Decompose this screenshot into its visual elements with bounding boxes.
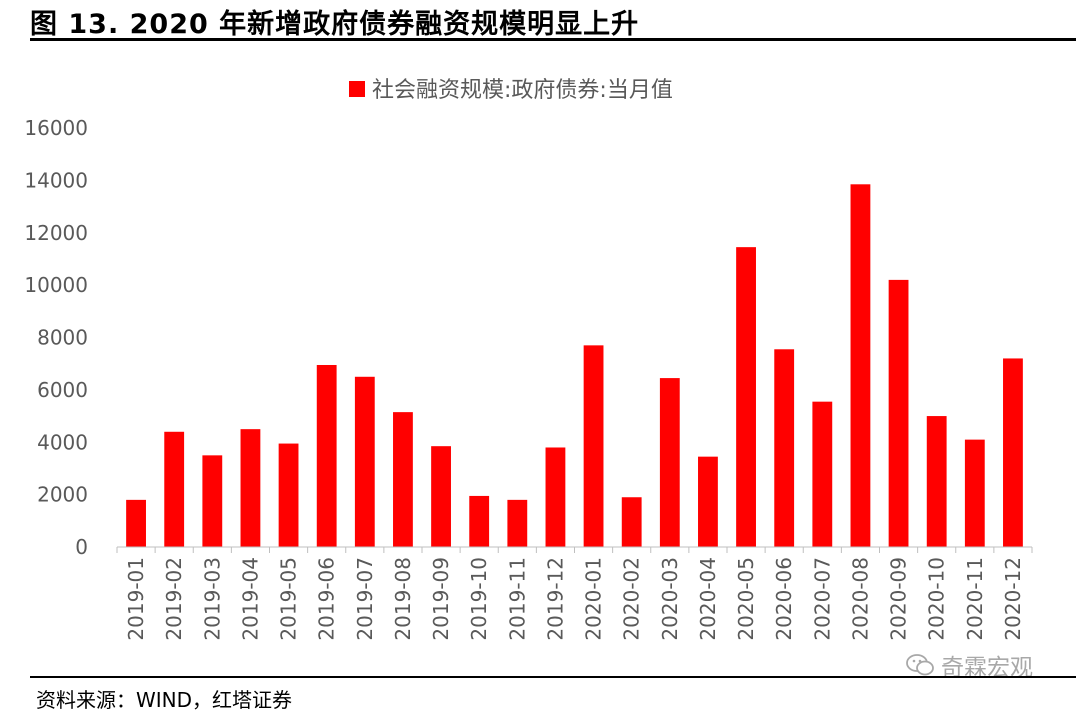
bar-2019-03 — [202, 455, 223, 547]
x-tick-label: 2020-02 — [620, 557, 644, 641]
source-note: 资料来源：WIND，红塔证券 — [36, 688, 293, 712]
bar-2020-04 — [698, 456, 718, 547]
y-tick-label: 12000 — [24, 221, 88, 245]
x-tick-label: 2019-05 — [277, 557, 301, 641]
bar-2019-12 — [545, 447, 566, 547]
bar-2019-02 — [164, 431, 185, 547]
title-rule — [30, 38, 1076, 41]
x-tick-label: 2019-11 — [505, 557, 529, 641]
bar-chart: 社会融资规模:政府债券:当月值 0 2000 4000 6000 8000 10000 12… — [24, 78, 1033, 641]
y-tick-label: 0 — [75, 535, 88, 559]
bar-2020-12 — [1003, 358, 1023, 547]
x-tick-label: 2019-02 — [162, 557, 186, 641]
legend-swatch — [349, 81, 365, 97]
x-tick-label: 2020-03 — [658, 557, 682, 641]
x-tick-label: 2020-09 — [887, 557, 911, 641]
bar-2019-01 — [126, 499, 146, 547]
bar-2019-10 — [469, 495, 490, 547]
x-tick-label: 2019-10 — [467, 557, 491, 641]
x-tick-label: 2019-06 — [315, 557, 339, 641]
bar-2019-07 — [354, 376, 375, 547]
bar-2020-10 — [926, 416, 947, 547]
bars — [126, 184, 1023, 547]
legend: 社会融资规模:政府债券:当月值 — [349, 78, 673, 103]
x-tick-label: 2020-04 — [696, 557, 720, 641]
x-axis: 2019-01 2019-02 2019-03 2019-04 2019-05 2019-… — [116, 546, 1033, 641]
x-tick-label: 2019-03 — [200, 557, 224, 641]
y-tick-label: 16000 — [24, 116, 88, 140]
y-axis: 0 2000 4000 6000 8000 10000 12000 14000 16000 — [24, 116, 88, 559]
bar-2019-08 — [393, 412, 413, 547]
figure-title: 图 13. 2020 年新增政府债券融资规模明显上升 — [30, 9, 640, 40]
x-tick-label: 2020-01 — [582, 557, 606, 641]
bar-2020-02 — [621, 497, 642, 547]
bar-2019-05 — [278, 443, 299, 547]
bar-2020-07 — [812, 401, 833, 547]
y-tick-label: 10000 — [24, 273, 88, 297]
x-tick-label: 2020-10 — [925, 557, 949, 641]
x-tick-label: 2019-12 — [543, 557, 567, 641]
bar-2019-06 — [316, 364, 337, 547]
legend-label: 社会融资规模:政府债券:当月值 — [372, 78, 673, 103]
bar-2020-11 — [964, 439, 985, 547]
x-tick-label: 2019-08 — [391, 557, 415, 641]
x-tick-label: 2019-04 — [238, 557, 262, 641]
bar-2019-04 — [240, 429, 261, 547]
wechat-icon — [906, 654, 934, 676]
x-tick-label: 2019-07 — [353, 557, 377, 641]
bar-2020-03 — [659, 378, 680, 547]
y-tick-label: 2000 — [37, 483, 88, 507]
x-tick-label: 2019-09 — [429, 557, 453, 641]
bar-2020-09 — [888, 279, 909, 547]
y-tick-label: 14000 — [24, 168, 88, 192]
x-tick-label: 2020-08 — [848, 557, 872, 641]
y-tick-label: 8000 — [37, 326, 88, 350]
bar-2019-11 — [507, 499, 528, 547]
bar-2019-09 — [431, 446, 451, 547]
source-rule — [30, 676, 1076, 678]
y-tick-label: 6000 — [37, 378, 88, 402]
bar-2020-01 — [583, 345, 604, 547]
bar-2020-06 — [774, 349, 795, 547]
bar-2020-05 — [736, 247, 756, 547]
x-tick-label: 2020-06 — [772, 557, 796, 641]
x-tick-label: 2019-01 — [124, 557, 148, 641]
bar-2020-08 — [850, 184, 871, 547]
y-tick-label: 4000 — [37, 430, 88, 454]
x-tick-label: 2020-07 — [810, 557, 834, 641]
x-tick-label: 2020-12 — [1001, 557, 1025, 641]
x-tick-label: 2020-05 — [734, 557, 758, 641]
x-tick-label: 2020-11 — [963, 557, 987, 641]
